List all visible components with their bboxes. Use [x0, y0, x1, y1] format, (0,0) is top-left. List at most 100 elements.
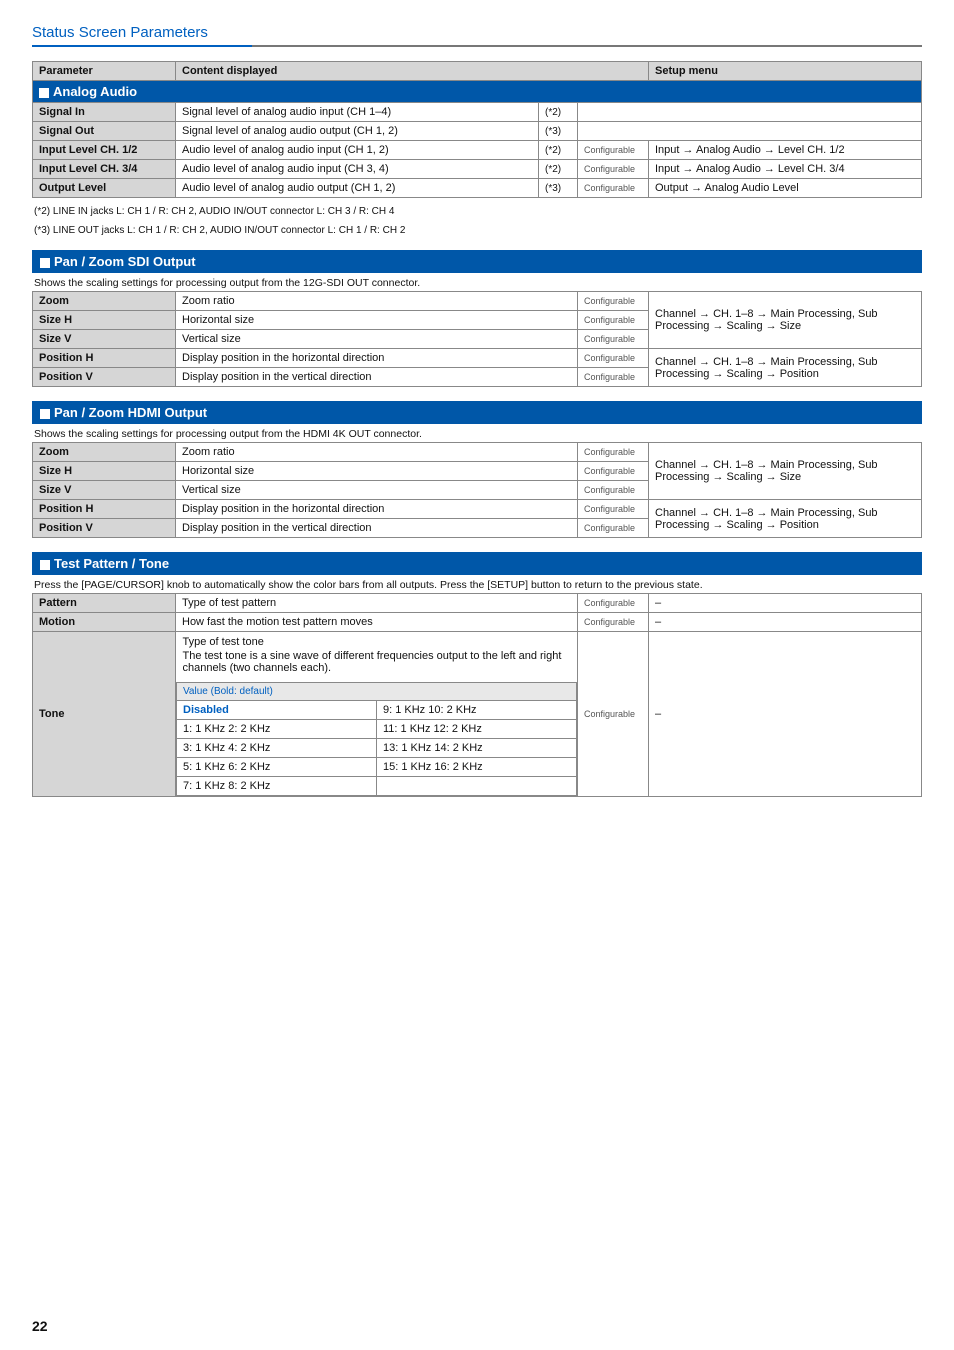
- pname: Signal Out: [33, 122, 176, 141]
- content: Horizontal size: [176, 462, 578, 481]
- section-label: Pan / Zoom SDI Output: [54, 254, 196, 269]
- square-icon: [39, 88, 49, 98]
- setup: Channel → CH. 1–8 → Main Processing, Sub…: [649, 349, 922, 387]
- pname: Size H: [33, 462, 176, 481]
- tone-inner-table: Type of test tone The test tone is a sin…: [176, 632, 577, 796]
- cfg: Configurable: [578, 481, 649, 500]
- cfg: [578, 103, 922, 122]
- pname: Position H: [33, 500, 176, 519]
- pname: Size V: [33, 330, 176, 349]
- pname: Input Level CH. 3/4: [33, 160, 176, 179]
- content: Display position in the horizontal direc…: [176, 349, 578, 368]
- tone-cell: 7: 1 KHz 8: 2 KHz: [177, 777, 377, 796]
- pname: Signal In: [33, 103, 176, 122]
- setup: Channel → CH. 1–8 → Main Processing, Sub…: [649, 443, 922, 500]
- star: (*2): [539, 160, 578, 179]
- star: (*2): [539, 141, 578, 160]
- test-note: Press the [PAGE/CURSOR] knob to automati…: [34, 579, 922, 591]
- row-motion: Motion How fast the motion test pattern …: [33, 613, 922, 632]
- row-in34: Input Level CH. 3/4 Audio level of analo…: [33, 160, 922, 179]
- title-underline: [32, 45, 922, 47]
- square-icon: [40, 258, 50, 268]
- pname: Input Level CH. 1/2: [33, 141, 176, 160]
- content: Display position in the vertical directi…: [176, 519, 578, 538]
- content: Display position in the horizontal direc…: [176, 500, 578, 519]
- tone-cell: 15: 1 KHz 16: 2 KHz: [377, 758, 577, 777]
- setup: Input → Analog Audio → Level CH. 1/2: [649, 141, 922, 160]
- disabled-label: Disabled: [183, 704, 229, 716]
- content: Type of test pattern: [176, 594, 578, 613]
- pname: Size V: [33, 481, 176, 500]
- cfg: Configurable: [578, 349, 649, 368]
- tone-desc2: The test tone is a sine wave of differen…: [177, 648, 577, 683]
- cfg: Configurable: [578, 519, 649, 538]
- content: How fast the motion test pattern moves: [176, 613, 578, 632]
- row-signal-out: Signal Out Signal level of analog audio …: [33, 122, 922, 141]
- pz-hdmi-note: Shows the scaling settings for processin…: [34, 428, 922, 440]
- section-pz-hdmi: Pan / Zoom HDMI Output: [32, 401, 922, 424]
- tone-cell: 5: 1 KHz 6: 2 KHz: [177, 758, 377, 777]
- table-row: Zoom Zoom ratio Configurable Channel → C…: [33, 292, 922, 311]
- pname: Motion: [33, 613, 176, 632]
- content: Vertical size: [176, 481, 578, 500]
- tone-cell: 9: 1 KHz 10: 2 KHz: [377, 701, 577, 720]
- th-setup: Setup menu: [649, 62, 922, 81]
- pz-sdi-note: Shows the scaling settings for processin…: [34, 277, 922, 289]
- analog-audio-table: Parameter Content displayed Setup menu A…: [32, 61, 922, 198]
- section-label: Pan / Zoom HDMI Output: [54, 405, 207, 420]
- section-label: Analog Audio: [53, 84, 137, 99]
- content: Signal level of analog audio output (CH …: [176, 122, 539, 141]
- tone-cell: 11: 1 KHz 12: 2 KHz: [377, 720, 577, 739]
- setup: Input → Analog Audio → Level CH. 3/4: [649, 160, 922, 179]
- tone-content: Type of test tone The test tone is a sin…: [176, 632, 578, 797]
- content: Display position in the vertical directi…: [176, 368, 578, 387]
- table-row: Position H Display position in the horiz…: [33, 500, 922, 519]
- cfg: Configurable: [578, 141, 649, 160]
- setup: –: [649, 594, 922, 613]
- row-in12: Input Level CH. 1/2 Audio level of analo…: [33, 141, 922, 160]
- table-row: Zoom Zoom ratio Configurable Channel → C…: [33, 443, 922, 462]
- row-signal-in: Signal In Signal level of analog audio i…: [33, 103, 922, 122]
- content: Zoom ratio: [176, 443, 578, 462]
- tone-desc1: Type of test tone: [177, 632, 577, 648]
- pname: Pattern: [33, 594, 176, 613]
- pz-hdmi-table: Zoom Zoom ratio Configurable Channel → C…: [32, 442, 922, 538]
- content: Zoom ratio: [176, 292, 578, 311]
- content: Audio level of analog audio input (CH 1,…: [176, 141, 539, 160]
- section-analog-audio: Analog Audio: [33, 81, 922, 103]
- cfg: Configurable: [578, 292, 649, 311]
- value-header: Value (Bold: default): [177, 683, 577, 701]
- row-tone: Tone Type of test tone The test tone is …: [33, 632, 922, 797]
- cfg: Configurable: [578, 330, 649, 349]
- table-row: Position H Display position in the horiz…: [33, 349, 922, 368]
- cfg: Configurable: [578, 311, 649, 330]
- pname: Position H: [33, 349, 176, 368]
- setup: –: [649, 632, 922, 797]
- pname: Tone: [33, 632, 176, 797]
- header-row: Parameter Content displayed Setup menu: [33, 62, 922, 81]
- setup: Channel → CH. 1–8 → Main Processing, Sub…: [649, 500, 922, 538]
- section-test: Test Pattern / Tone: [32, 552, 922, 575]
- row-out: Output Level Audio level of analog audio…: [33, 179, 922, 198]
- tone-cell: 3: 1 KHz 4: 2 KHz: [177, 739, 377, 758]
- pz-sdi-table: Zoom Zoom ratio Configurable Channel → C…: [32, 291, 922, 387]
- pname: Output Level: [33, 179, 176, 198]
- pname: Zoom: [33, 292, 176, 311]
- content: Vertical size: [176, 330, 578, 349]
- setup: –: [649, 613, 922, 632]
- cfg: Configurable: [578, 500, 649, 519]
- content: Audio level of analog audio output (CH 1…: [176, 179, 539, 198]
- pname: Position V: [33, 368, 176, 387]
- star: (*3): [539, 122, 578, 141]
- section-pz-sdi: Pan / Zoom SDI Output: [32, 250, 922, 273]
- th-content: Content displayed: [176, 62, 649, 81]
- footnote-2: (*2) LINE IN jacks L: CH 1 / R: CH 2, AU…: [34, 206, 922, 217]
- cfg: Configurable: [578, 160, 649, 179]
- tone-cell: 1: 1 KHz 2: 2 KHz: [177, 720, 377, 739]
- square-icon: [40, 560, 50, 570]
- tone-cell: 13: 1 KHz 14: 2 KHz: [377, 739, 577, 758]
- star: (*3): [539, 179, 578, 198]
- content: Horizontal size: [176, 311, 578, 330]
- test-table: Pattern Type of test pattern Configurabl…: [32, 593, 922, 797]
- page-title: Status Screen Parameters: [32, 24, 922, 41]
